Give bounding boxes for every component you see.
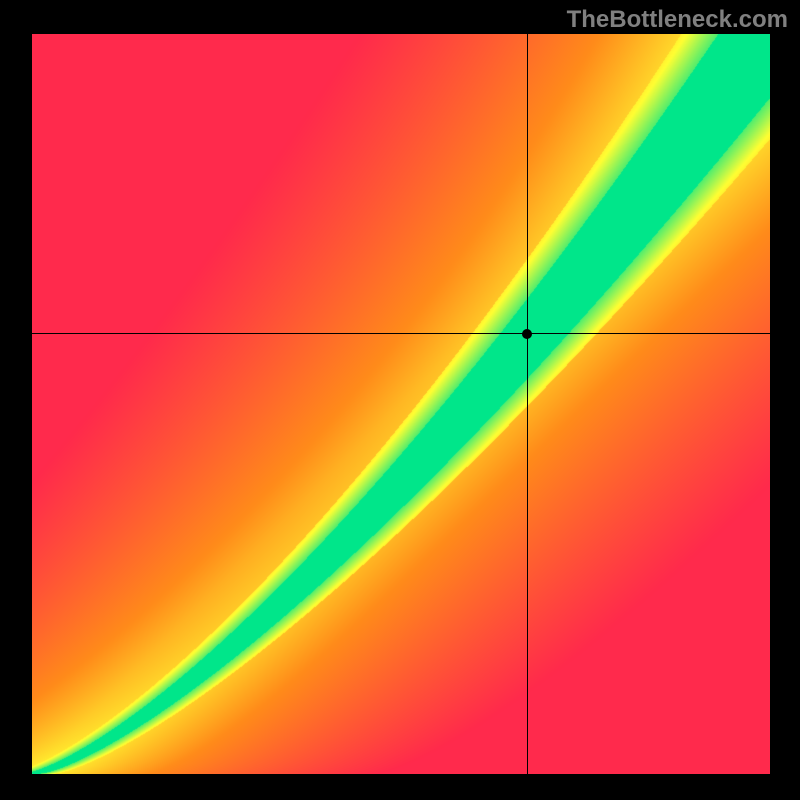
heatmap-canvas bbox=[32, 34, 770, 774]
heatmap-plot bbox=[32, 34, 770, 774]
crosshair-horizontal bbox=[32, 333, 770, 334]
crosshair-marker bbox=[522, 329, 532, 339]
watermark-text: TheBottleneck.com bbox=[567, 6, 788, 34]
crosshair-vertical bbox=[527, 34, 528, 774]
